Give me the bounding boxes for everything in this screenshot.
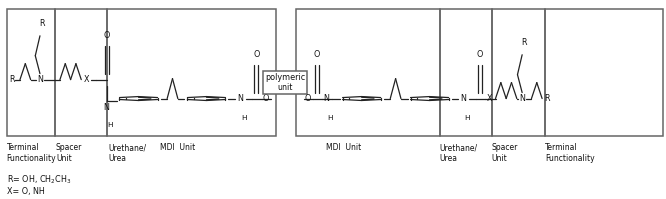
Text: Terminal
Functionality: Terminal Functionality [545,143,595,163]
Text: O: O [262,94,269,103]
Text: X: X [84,75,89,84]
Text: O: O [304,94,311,103]
Text: R= OH, CH$_2$CH$_3$
X= O, NH: R= OH, CH$_2$CH$_3$ X= O, NH [7,173,71,196]
Text: N: N [519,94,525,103]
Bar [545,9,663,136]
Text: H: H [464,115,470,121]
Text: X: X [487,94,492,103]
Text: R: R [545,94,550,103]
Text: H: H [241,115,246,121]
Text: O: O [314,50,320,59]
Text: O: O [253,50,260,59]
Text: N: N [104,103,109,112]
Text: N: N [37,75,43,84]
Text: H: H [107,122,113,128]
Text: N: N [461,94,466,103]
Text: H: H [327,115,332,121]
Text: Terminal
Functionality: Terminal Functionality [7,143,57,163]
Text: R: R [521,38,527,47]
Text: Spacer
Unit: Spacer Unit [56,143,83,163]
Bar [55,9,107,136]
Bar [7,9,55,136]
Bar [492,9,545,136]
Text: N: N [324,94,329,103]
Text: R: R [39,19,45,28]
Text: Urethane/
Urea: Urethane/ Urea [108,143,146,163]
Text: R: R [9,75,15,84]
Bar [296,9,440,136]
Bar [107,9,276,136]
Text: N: N [238,94,243,103]
Text: MDI  Unit: MDI Unit [326,143,362,152]
Text: polymeric
unit: polymeric unit [265,73,305,92]
Text: Urethane/
Urea: Urethane/ Urea [440,143,478,163]
Text: Spacer
Unit: Spacer Unit [492,143,518,163]
Text: O: O [476,50,483,59]
Text: MDI  Unit: MDI Unit [160,143,195,152]
Text: O: O [103,31,110,40]
Bar [440,9,492,136]
